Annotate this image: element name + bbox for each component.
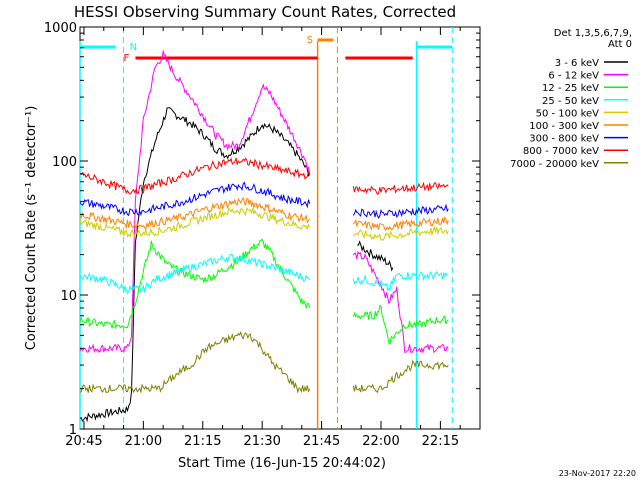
legend-header: Att 0 [608,39,632,50]
x-tick-label: 21:30 [243,434,280,449]
legend-label-3: 25 - 50 keV [542,96,599,107]
x-tick-label: 21:45 [303,434,340,449]
y-tick-label: 10 [60,289,77,304]
y-axis-ticks: 1 10 100 1000 [44,21,480,438]
series-line-2 [79,238,311,330]
y-tick-label: 1 [69,423,77,438]
series-group [79,49,449,423]
x-tick-label: 22:00 [362,434,399,449]
legend-label-5: 100 - 300 keV [529,121,599,132]
y-axis-label: Corrected Count Rate (s⁻¹ detector⁻¹) [24,106,39,351]
series-line-2 [352,304,449,345]
series-line-8 [79,330,311,394]
y-tick-label: 1000 [44,21,77,36]
series-line-1 [79,49,311,354]
chart-title: HESSI Observing Summary Count Rates, Cor… [74,3,456,21]
series-line-0 [357,240,394,272]
series-line-3 [352,270,449,293]
y-tick-label: 100 [52,155,77,170]
x-axis-label: Start Time (16-Jun-15 20:44:02) [178,456,386,471]
x-tick-label: 20:45 [65,434,102,449]
legend: Det 1,3,5,6,7,9,Att 0 3 - 6 keV 6 - 12 keV… [510,28,632,170]
night-flag-label: N [130,42,137,53]
series-line-7 [352,181,449,195]
legend-label-2: 12 - 25 keV [542,83,599,94]
x-tick-label: 21:15 [184,434,221,449]
x-axis-ticks: 20:45 21:00 21:15 21:30 21:45 22:00 22:15 [65,27,481,449]
series-line-1 [352,250,449,354]
footer-date: 23-Nov-2017 22:20 [559,469,636,478]
flare-flag-label: F [123,53,129,64]
series-line-6 [79,181,311,217]
legend-label-0: 3 - 6 keV [555,58,599,69]
legend-label-4: 50 - 100 keV [536,108,600,119]
series-line-5 [352,216,449,231]
saa-flag-label: S [307,35,313,46]
series-line-3 [79,253,311,295]
legend-header: Det 1,3,5,6,7,9, [554,28,632,39]
series-line-6 [352,203,449,219]
series-line-5 [79,196,311,231]
series-line-7 [79,157,311,195]
event-annotations: N S F [79,27,453,429]
legend-label-7: 800 - 7000 keV [523,146,599,157]
x-tick-label: 21:00 [125,434,162,449]
legend-label-6: 300 - 800 keV [529,134,599,145]
series-line-0 [79,107,311,423]
x-tick-label: 22:15 [422,434,459,449]
legend-label-1: 6 - 12 keV [548,71,599,82]
series-line-4 [79,207,311,239]
series-line-4 [352,225,449,241]
series-line-8 [352,359,449,393]
legend-label-8: 7000 - 20000 keV [510,159,599,170]
